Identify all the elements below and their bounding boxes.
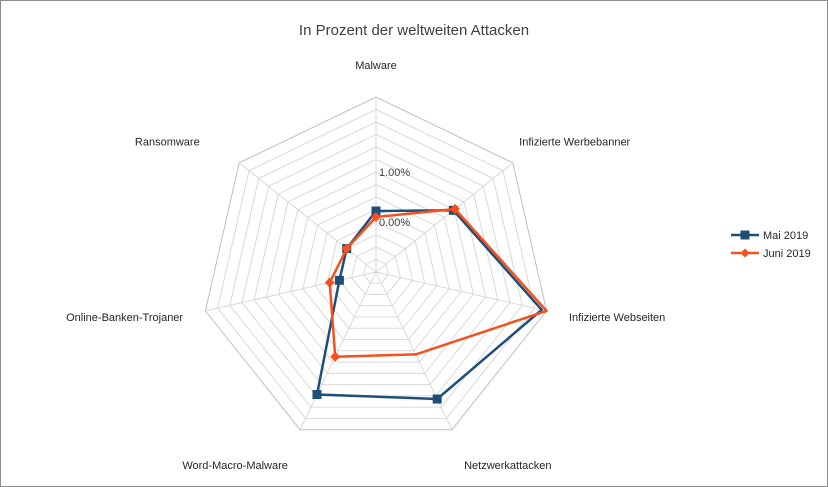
- legend-marker-square: [740, 230, 750, 240]
- legend-label-mai: Mai 2019: [763, 230, 808, 242]
- grid-spoke: [375, 162, 514, 273]
- legend-item-juni: Juni 2019: [731, 248, 811, 260]
- legend-label-juni: Juni 2019: [763, 248, 811, 260]
- category-label: Netzwerkattacken: [464, 460, 551, 472]
- grid-ring: [351, 246, 401, 295]
- legend-item-mai: Mai 2019: [731, 230, 808, 242]
- grid-spoke: [205, 271, 377, 312]
- category-label: Word-Macro-Malware: [182, 460, 288, 472]
- grid-ring: [314, 208, 438, 329]
- legend: Mai 2019 Juni 2019: [731, 230, 811, 260]
- radar-tick-labels: 0.00% 1.00%: [379, 167, 410, 229]
- grid-spoke: [238, 162, 377, 273]
- grid-ring: [229, 121, 523, 408]
- grid-spoke: [375, 271, 547, 312]
- series-juni-2019: [324, 204, 548, 362]
- series-line: [328, 207, 548, 358]
- category-labels: Malware Infizierte Werbebanner Infizierte …: [66, 60, 665, 472]
- axis-tick-label: 0.00%: [379, 217, 410, 229]
- category-label: Online-Banken-Trojaner: [66, 312, 183, 324]
- data-point-marker: [334, 275, 344, 285]
- category-label: Ransomware: [135, 136, 200, 148]
- series-line: [315, 209, 543, 401]
- radar-grid: [204, 96, 548, 431]
- data-point-marker: [324, 277, 335, 288]
- grid-ring: [302, 196, 450, 341]
- data-point-marker: [330, 351, 341, 362]
- legend-marker-diamond: [740, 248, 750, 258]
- grid-spoke: [299, 271, 377, 430]
- category-label: Infizierte Webseiten: [569, 312, 665, 324]
- grid-ring: [326, 221, 426, 318]
- data-point-marker: [371, 206, 381, 216]
- grid-ring: [265, 158, 487, 374]
- data-point-marker: [341, 243, 352, 254]
- grid-ring: [204, 96, 548, 431]
- data-point-marker: [371, 212, 381, 222]
- chart-title: In Prozent der weltweiten Attacken: [299, 22, 529, 39]
- axis-tick-label: 1.00%: [379, 167, 410, 179]
- grid-ring: [253, 146, 499, 386]
- series-layer: [312, 204, 548, 404]
- grid-ring: [277, 171, 475, 363]
- data-point-marker: [449, 204, 460, 215]
- grid-ring: [290, 183, 462, 352]
- data-point-marker: [312, 390, 322, 399]
- grid-ring: [363, 258, 389, 284]
- data-point-marker: [432, 394, 442, 404]
- grid-ring: [217, 108, 535, 419]
- category-label: Malware: [355, 60, 397, 72]
- category-label: Infizierte Werbebanner: [519, 136, 630, 148]
